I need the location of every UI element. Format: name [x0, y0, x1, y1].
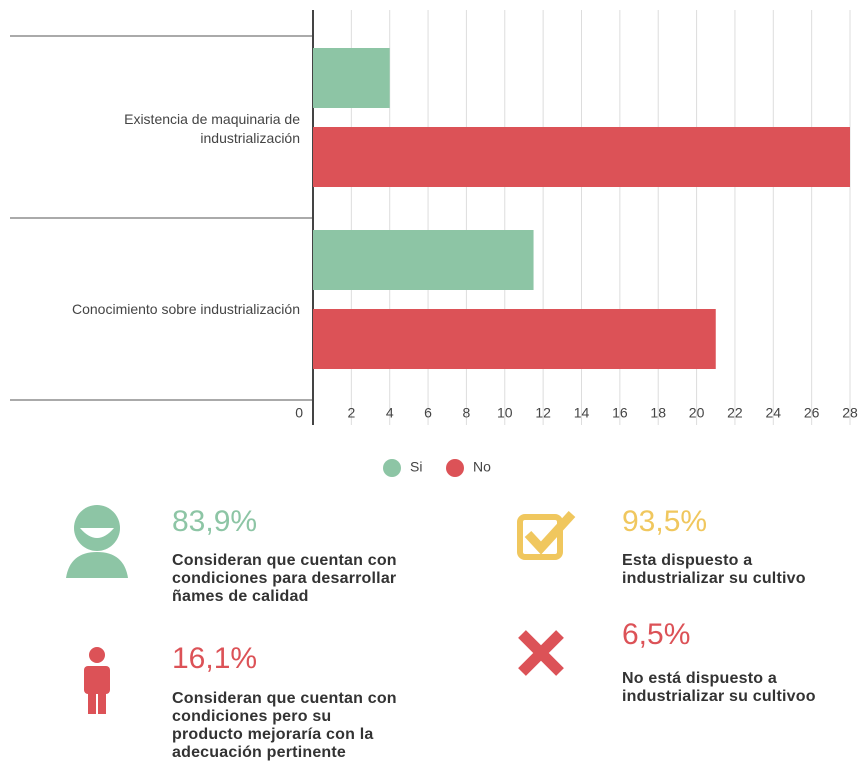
bar: [313, 48, 390, 108]
bar: [313, 230, 534, 290]
description-line: Esta dispuesto a: [622, 552, 753, 569]
description-line: adecuación pertinente: [172, 744, 347, 761]
x-tick-label: 0: [295, 405, 303, 421]
x-tick-label: 14: [574, 405, 590, 421]
description-line: Consideran que cuentan con: [172, 552, 397, 569]
category-label: Existencia de maquinaria de industrializ…: [124, 111, 300, 146]
stat-value: 16,1%: [172, 642, 258, 675]
x-tick-label: 26: [804, 405, 820, 421]
description-line: industrializar su cultivoo: [622, 688, 816, 705]
description-line: Consideran que cuentan con: [172, 690, 397, 707]
description-line: producto mejoraría con la: [172, 726, 374, 743]
stat-description: Consideran que cuentan con condiciones pa…: [172, 552, 397, 606]
stat-description: No está dispuesto a industrializar su cul…: [622, 670, 816, 706]
person-smile-icon: [66, 505, 128, 578]
description-line: industrializar su cultivo: [622, 570, 806, 587]
x-tick-label: 8: [463, 405, 471, 421]
description-line: No está dispuesto a: [622, 670, 777, 687]
legend-swatch: [446, 459, 464, 477]
stat-value: 83,9%: [172, 505, 258, 538]
legend-label: No: [473, 459, 491, 475]
stat-value: 6,5%: [622, 618, 691, 651]
person-icon: [84, 647, 110, 714]
stat-description: Esta dispuesto a industrializar su cultiv…: [622, 552, 806, 588]
x-tick-label: 6: [424, 405, 432, 421]
description-line: ñames de calidad: [172, 588, 309, 605]
stat-description: Consideran que cuentan con condiciones pe…: [172, 690, 397, 762]
x-tick-label: 28: [842, 405, 858, 421]
x-tick-label: 22: [727, 405, 743, 421]
x-tick-label: 2: [347, 405, 355, 421]
x-tick-label: 12: [535, 405, 551, 421]
cross-icon: [518, 630, 564, 676]
description-line: condiciones pero su: [172, 708, 332, 725]
x-tick-label: 4: [386, 405, 394, 421]
x-tick-label: 10: [497, 405, 513, 421]
x-tick-label: 18: [650, 405, 666, 421]
bar: [313, 127, 850, 187]
stat-value: 93,5%: [622, 505, 708, 538]
legend-swatch: [383, 459, 401, 477]
x-tick-label: 20: [689, 405, 705, 421]
description-line: condiciones para desarrollar: [172, 570, 397, 587]
category-label: Conocimiento sobre industrialización: [71, 301, 300, 317]
bar: [313, 309, 716, 369]
legend-label: Si: [410, 459, 422, 475]
x-tick-label: 24: [765, 405, 781, 421]
x-tick-label: 16: [612, 405, 628, 421]
check-icon: [517, 510, 576, 560]
